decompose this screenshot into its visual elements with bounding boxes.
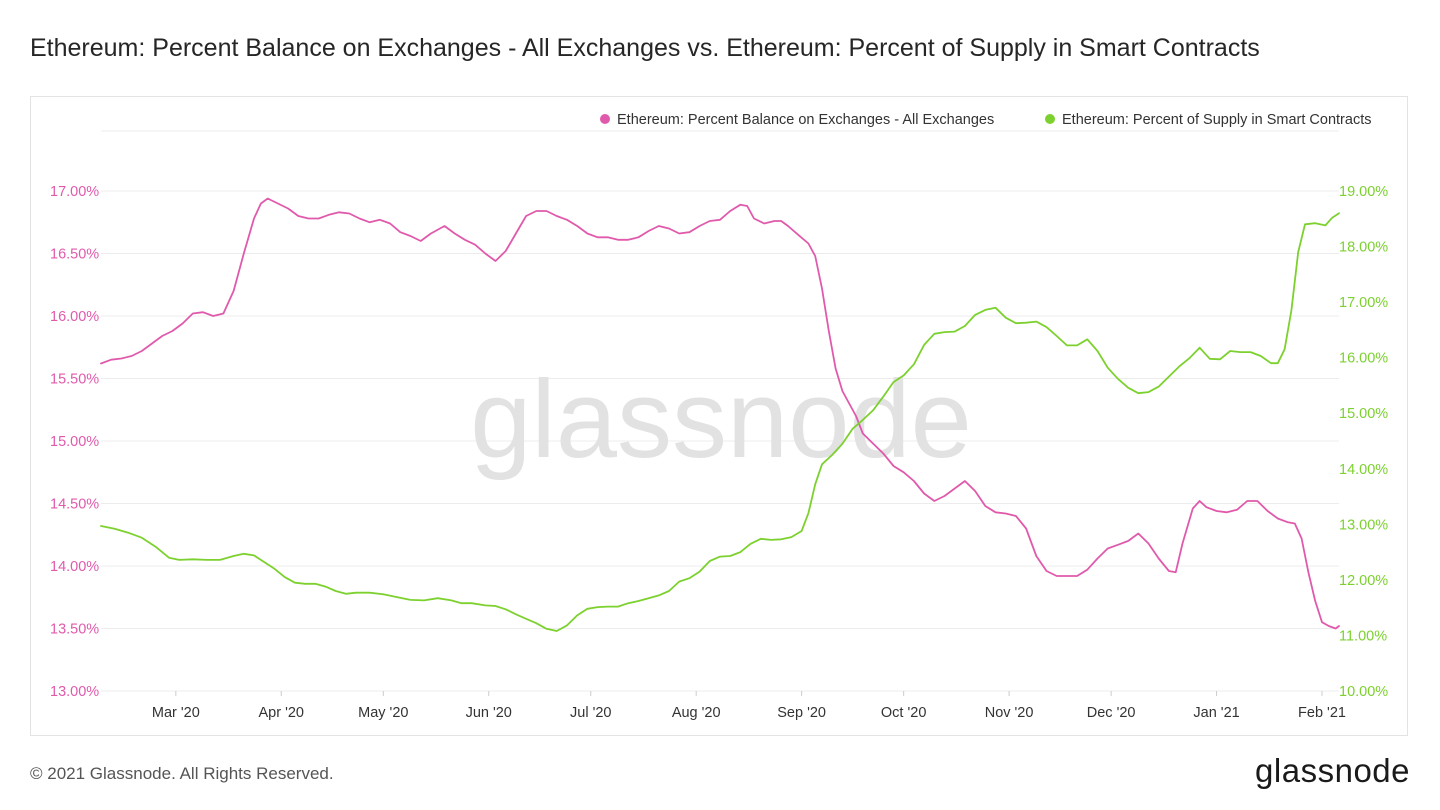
- x-tick-label: Dec '20: [1087, 705, 1136, 721]
- y-right-tick-label: 11.00%: [1339, 628, 1387, 644]
- y-left-tick-label: 17.00%: [50, 184, 99, 200]
- x-tick-label: Nov '20: [985, 705, 1034, 721]
- y-right-tick-label: 16.00%: [1339, 351, 1388, 367]
- series-lines: [100, 197, 1340, 632]
- y-left-tick-label: 16.00%: [50, 309, 99, 325]
- y-right-tick-label: 14.00%: [1339, 462, 1388, 478]
- y-left-tick-label: 15.00%: [50, 434, 99, 450]
- x-axis-ticks: Mar '20 Apr '20 May '20 Jun '20 Jul '20 Aug '…: [152, 691, 1346, 721]
- x-tick-label: Jun '20: [466, 705, 512, 721]
- legend-label: Ethereum: Percent Balance on Exchanges -…: [617, 112, 994, 128]
- grid-lines: [101, 130, 1339, 692]
- y-left-tick-label: 16.50%: [50, 247, 99, 263]
- x-tick-label: May '20: [358, 705, 408, 721]
- x-tick-label: Feb '21: [1298, 705, 1346, 721]
- page-title: Ethereum: Percent Balance on Exchanges -…: [30, 34, 1260, 62]
- watermark-text: glassnode: [470, 358, 972, 481]
- y-right-tick-label: 17.00%: [1339, 295, 1388, 311]
- left-axis-ticks: 13.00% 13.50% 14.00% 14.50% 15.00% 15.50% 16.0…: [50, 184, 99, 700]
- x-tick-label: Jul '20: [570, 705, 611, 721]
- line-chart: glassnode 13.00% 13.50% 14.00% 14.50% 15.00%…: [50, 112, 1388, 721]
- y-right-tick-label: 18.00%: [1339, 240, 1388, 256]
- legend-item-smart-contracts[interactable]: Ethereum: Percent of Supply in Smart Con…: [1045, 112, 1371, 128]
- x-tick-label: Sep '20: [777, 705, 826, 721]
- right-axis-ticks: 10.00% 11.00% 12.00% 13.00% 14.00% 15.00% 16.0…: [1339, 184, 1388, 700]
- y-right-tick-label: 10.00%: [1339, 684, 1388, 700]
- legend-dot: [1045, 114, 1055, 124]
- series-line-exchange-balance: [100, 197, 1340, 630]
- y-left-tick-label: 15.50%: [50, 372, 99, 388]
- legend-item-exchange-balance[interactable]: Ethereum: Percent Balance on Exchanges -…: [600, 112, 994, 128]
- y-left-tick-label: 14.00%: [50, 559, 99, 575]
- y-left-tick-label: 13.00%: [50, 684, 99, 700]
- x-tick-label: Oct '20: [881, 705, 926, 721]
- y-right-tick-label: 19.00%: [1339, 184, 1388, 200]
- chart-frame: glassnode 13.00% 13.50% 14.00% 14.50% 15.00%…: [30, 96, 1408, 736]
- legend: Ethereum: Percent Balance on Exchanges -…: [600, 112, 1371, 128]
- y-right-tick-label: 13.00%: [1339, 517, 1388, 533]
- x-tick-label: Aug '20: [672, 705, 721, 721]
- legend-label: Ethereum: Percent of Supply in Smart Con…: [1062, 112, 1371, 128]
- glassnode-logo[interactable]: glassnode: [1255, 752, 1410, 789]
- y-left-tick-label: 13.50%: [50, 622, 99, 638]
- legend-dot: [600, 114, 610, 124]
- x-tick-label: Mar '20: [152, 705, 200, 721]
- series-line-smart-contracts: [100, 212, 1340, 632]
- y-right-tick-label: 12.00%: [1339, 573, 1388, 589]
- y-left-tick-label: 14.50%: [50, 497, 99, 513]
- copyright-text: © 2021 Glassnode. All Rights Reserved.: [30, 764, 334, 783]
- x-tick-label: Apr '20: [259, 705, 305, 721]
- y-right-tick-label: 15.00%: [1339, 406, 1388, 422]
- x-tick-label: Jan '21: [1193, 705, 1239, 721]
